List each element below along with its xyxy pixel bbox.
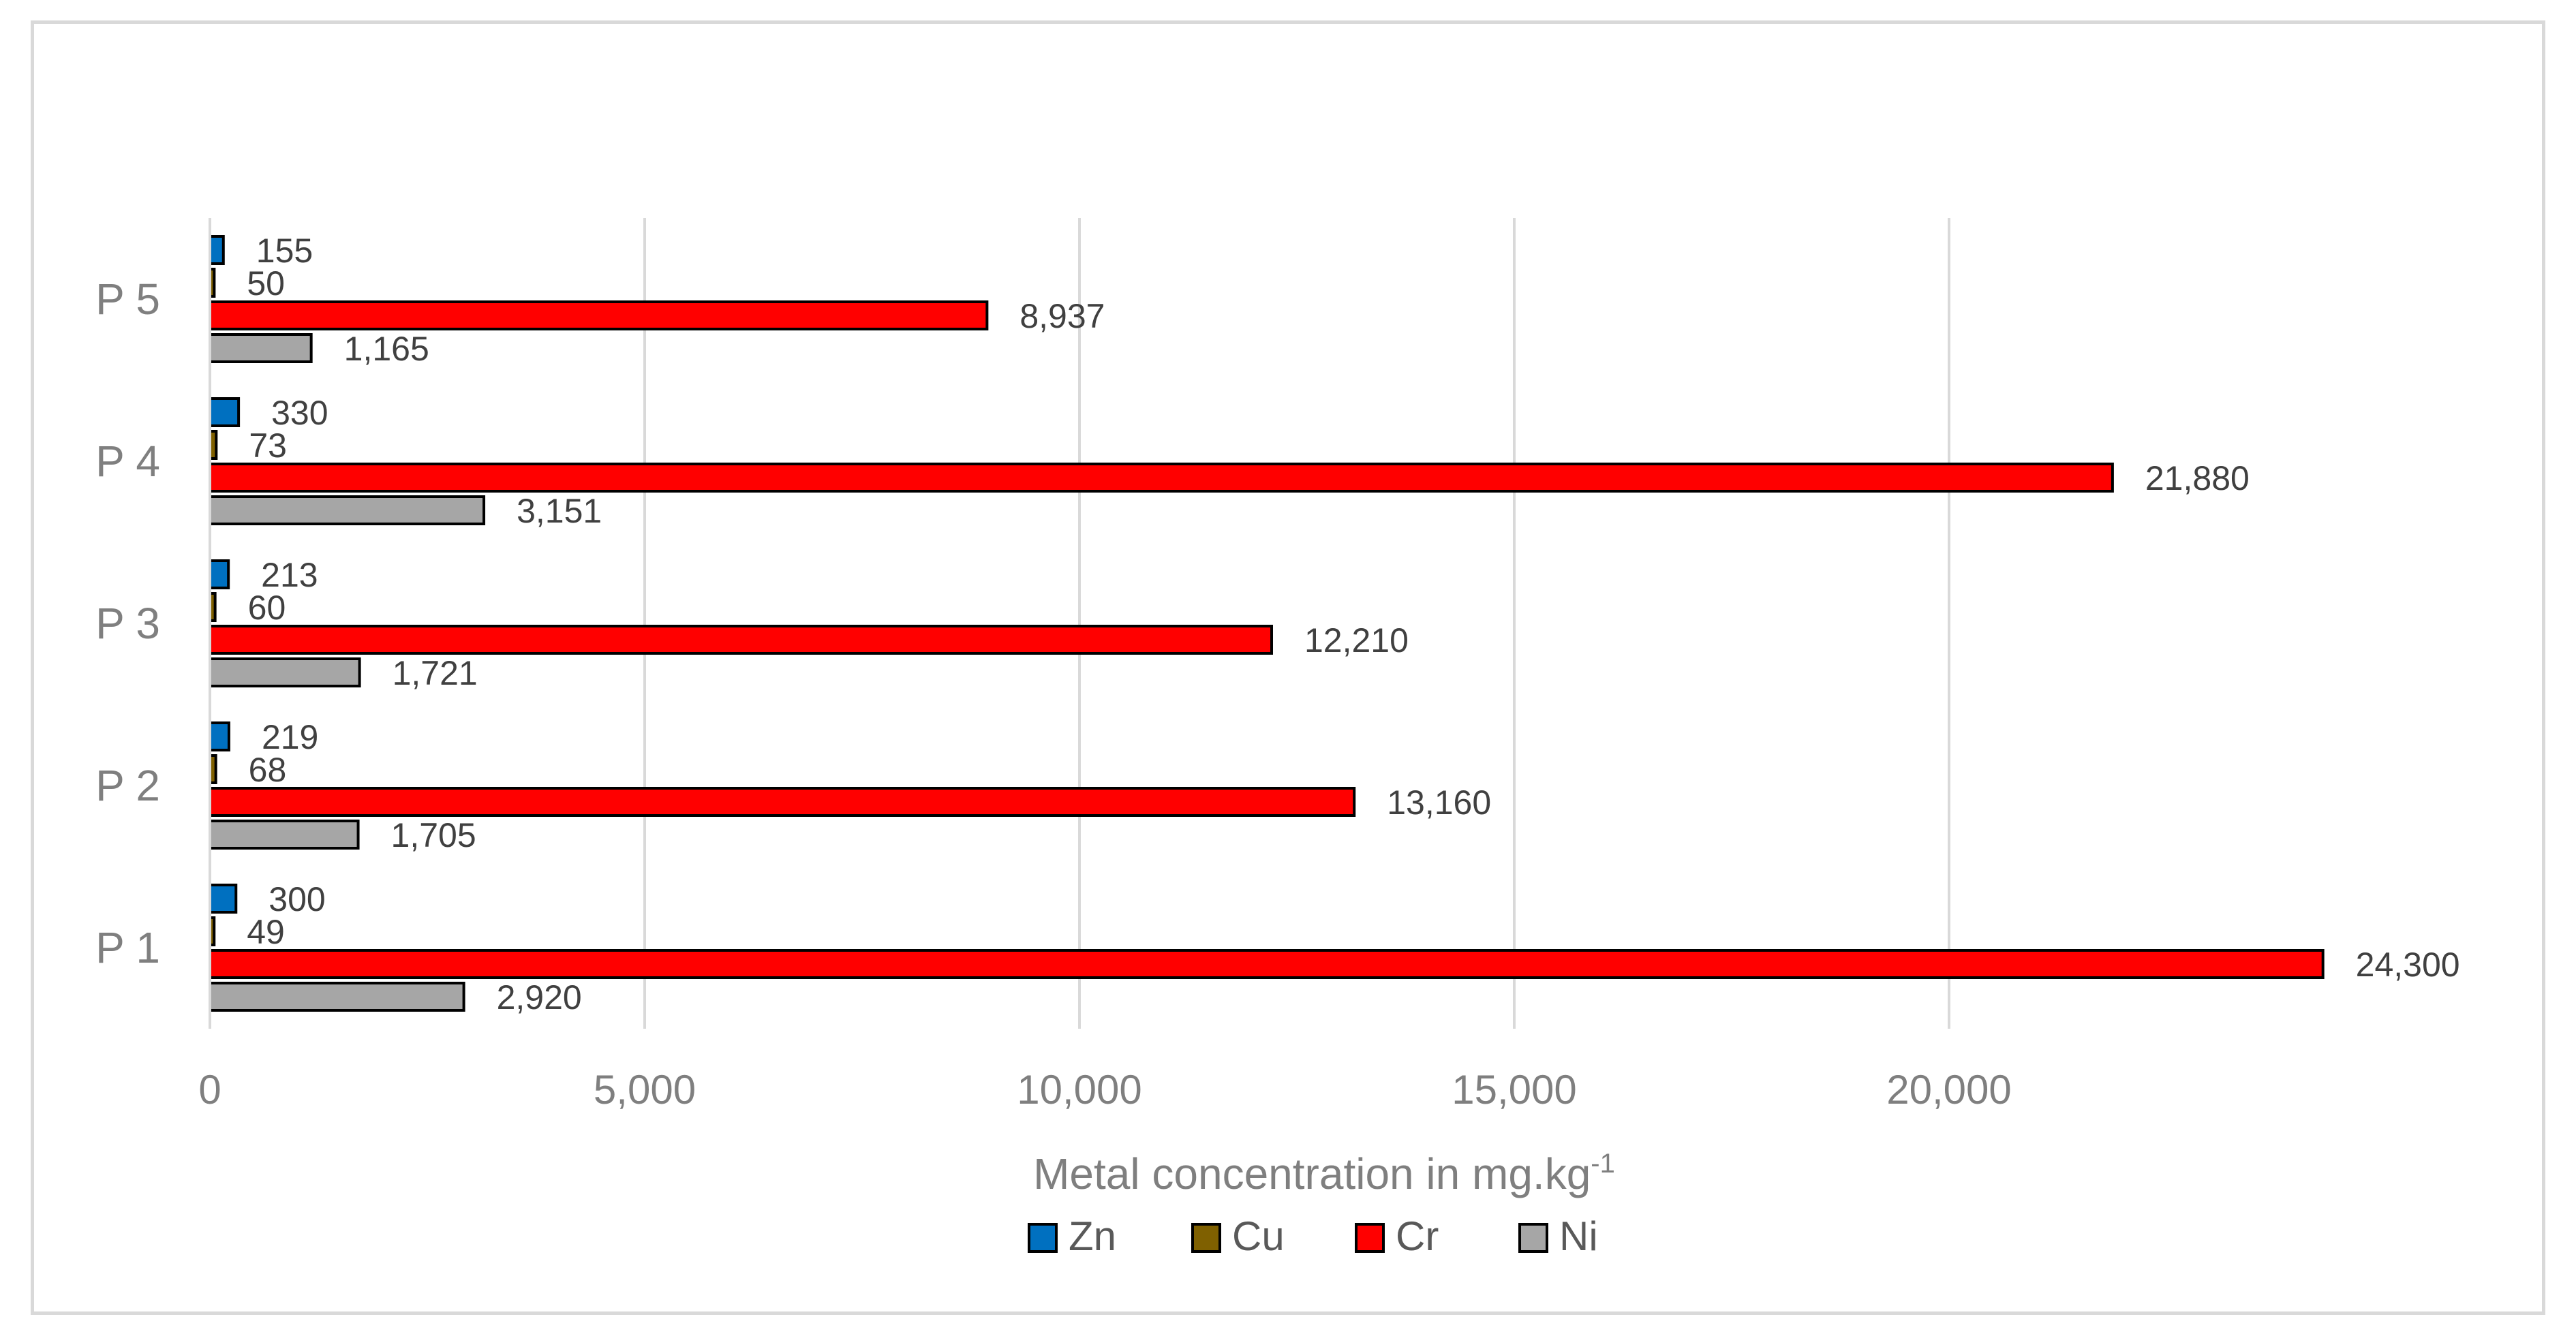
data-label-cr: 12,210	[1304, 621, 1409, 659]
axes: 0 5,000 10,000 15,000 20,000 P 1 P 2 P 3 P 4 P 5	[95, 218, 2012, 1113]
bar-cr	[209, 300, 989, 330]
data-label-ni: 1,721	[393, 654, 478, 692]
data-label-cu: 60	[248, 589, 286, 627]
legend-swatch-cr	[1355, 1223, 1385, 1253]
bar-ni	[209, 657, 361, 687]
data-label-zn: 219	[262, 718, 318, 756]
bar-ni	[209, 495, 486, 525]
data-label-cu: 50	[247, 264, 285, 302]
x-tick-label: 20,000	[1886, 1067, 2012, 1113]
data-label-zn: 155	[256, 232, 313, 270]
x-tick-label: 15,000	[1452, 1067, 1577, 1113]
data-label-cu: 49	[247, 913, 285, 951]
bars	[209, 235, 2325, 1012]
data-label-zn: 213	[261, 556, 318, 594]
y-category-label: P 2	[95, 761, 160, 810]
bar-zn	[209, 397, 241, 427]
legend-label-cu: Cu	[1232, 1213, 1285, 1259]
y-category-label: P 4	[95, 437, 160, 486]
bar-cr	[209, 463, 2114, 493]
x-axis-title: Metal concentration in mg.kg-1	[1033, 1149, 1615, 1198]
bar-cr	[209, 787, 1356, 817]
data-label-zn: 330	[271, 394, 328, 432]
legend-label-cr: Cr	[1396, 1213, 1439, 1259]
bar-ni	[209, 820, 360, 850]
legend-swatch-ni	[1518, 1223, 1548, 1253]
chart-frame	[31, 20, 2545, 1315]
bar-ni	[209, 982, 465, 1012]
data-label-cr: 24,300	[2356, 946, 2460, 984]
bar-zn	[209, 721, 230, 751]
data-label-ni: 1,165	[344, 330, 429, 368]
y-category-label: P 1	[95, 923, 160, 972]
legend-swatch-cu	[1191, 1223, 1221, 1253]
data-label-cr: 8,937	[1019, 297, 1105, 335]
bar-zn	[209, 884, 238, 914]
bar-cr	[209, 625, 1273, 655]
data-label-cu: 73	[249, 426, 287, 465]
x-tick-label: 0	[198, 1067, 221, 1113]
y-category-label: P 3	[95, 599, 160, 648]
bar-zn	[209, 559, 230, 589]
data-label-cr: 21,880	[2145, 459, 2250, 497]
data-label-zn: 300	[269, 880, 325, 918]
bar-cr	[209, 949, 2325, 979]
legend-label-ni: Ni	[1559, 1213, 1598, 1259]
data-label-ni: 3,151	[517, 492, 602, 530]
x-tick-label: 10,000	[1017, 1067, 1142, 1113]
legend: Zn Cu Cr Ni	[1028, 1213, 1598, 1259]
data-label-ni: 1,705	[391, 816, 476, 854]
x-axis-title-text: Metal concentration in mg.kg	[1033, 1149, 1591, 1198]
data-label-cr: 13,160	[1387, 783, 1491, 822]
gridlines	[643, 218, 1950, 1029]
bar-ni	[209, 333, 313, 363]
bar-zn	[209, 235, 225, 265]
y-category-label: P 5	[95, 275, 160, 324]
legend-swatch-zn	[1028, 1223, 1058, 1253]
x-axis-title-superscript: -1	[1591, 1149, 1615, 1179]
data-label-ni: 2,920	[497, 978, 582, 1016]
x-tick-label: 5,000	[594, 1067, 696, 1113]
data-label-cu: 68	[249, 751, 287, 789]
legend-label-zn: Zn	[1069, 1213, 1116, 1259]
